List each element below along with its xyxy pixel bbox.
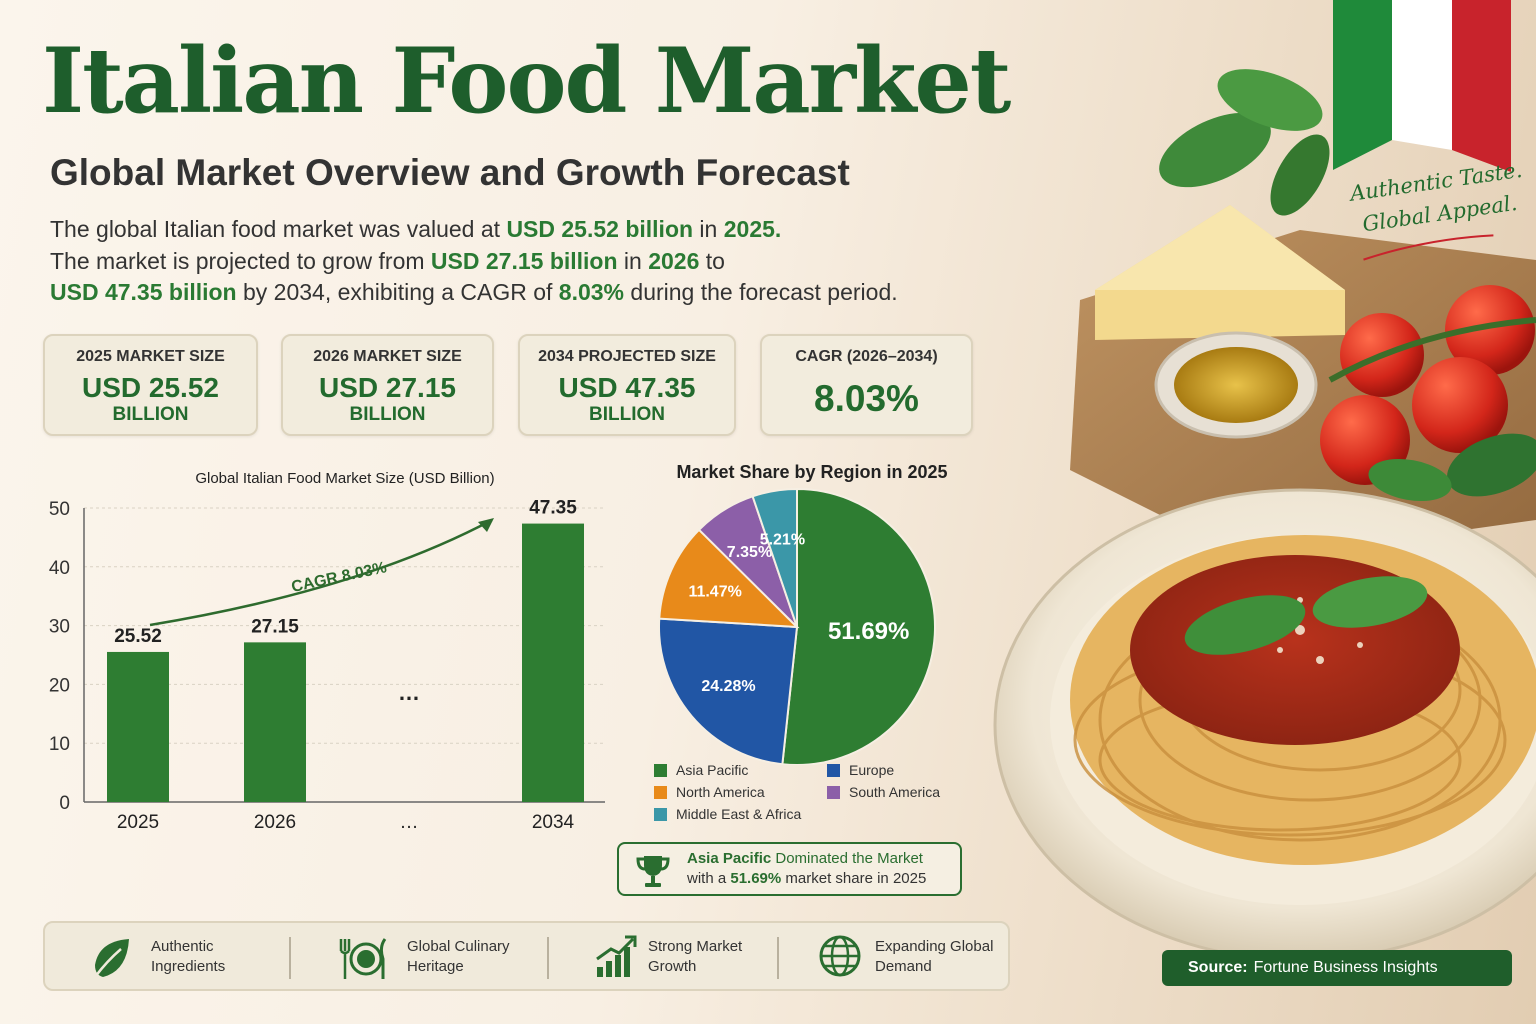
cagr-arrow: [149, 518, 493, 627]
globe-icon: [819, 935, 861, 977]
stat-card-2034: 2034 PROJECTED SIZE USD 47.35 BILLION: [518, 334, 736, 436]
feature-divider: [289, 937, 291, 979]
bar-chart: Global Italian Food Market Size (USD Bil…: [49, 470, 605, 833]
stat-card-value: USD 25.52: [82, 372, 219, 403]
legend-label: Asia Pacific: [676, 762, 749, 778]
leaf-icon: [94, 939, 129, 978]
stat-card-2026: 2026 MARKET SIZE USD 27.15 BILLION: [281, 334, 494, 436]
x-tick-label: 2025: [117, 812, 159, 833]
stat-card-label: 2025 MARKET SIZE: [76, 348, 225, 365]
y-tick-label: 10: [49, 734, 70, 755]
pie-slice-asia-pacific: [781, 487, 936, 765]
x-tick-label: 2034: [532, 812, 575, 833]
y-tick-label: 50: [49, 499, 70, 520]
trophy-icon: [636, 856, 670, 887]
pie-data-label: 51.69%: [828, 618, 909, 645]
bar-2034: [522, 523, 584, 802]
legend-item: North America: [654, 784, 827, 800]
pie-data-label: 7.35%: [727, 544, 772, 561]
x-tick-label: 2026: [254, 812, 296, 833]
source-label: Source:: [1188, 959, 1248, 976]
legend-label: Middle East & Africa: [676, 806, 802, 822]
dominance-line-2: with a 51.69% market share in 2025: [687, 870, 927, 887]
stat-card-label: CAGR (2026–2034): [795, 348, 938, 365]
stat-card-label: 2034 PROJECTED SIZE: [538, 348, 716, 365]
growth-chart-icon: [596, 935, 637, 977]
feature-expanding-global-demand: Expanding Global Demand: [875, 938, 994, 975]
legend-item: Asia Pacific: [654, 762, 827, 778]
bar-data-label: …: [398, 680, 420, 705]
y-tick-label: 40: [49, 558, 70, 579]
source-value: Fortune Business Insights: [1253, 959, 1438, 976]
stat-card-label: 2026 MARKET SIZE: [313, 348, 462, 365]
intro-line-3: USD 47.35 billion by 2034, exhibiting a …: [50, 279, 898, 305]
features-strip: Authentic Ingredients Global Culinary Heri…: [43, 921, 1010, 991]
cagr-arrowhead: [478, 518, 494, 532]
pie-slice-europe: [658, 617, 799, 765]
legend-item: Middle East & Africa: [654, 806, 827, 822]
bar-data-label: 27.15: [251, 616, 299, 637]
stat-card-2025: 2025 MARKET SIZE USD 25.52 BILLION: [43, 334, 258, 436]
plate-cutlery-icon: [339, 938, 387, 979]
bar-data-label: 25.52: [114, 626, 162, 647]
bar-2025: [107, 651, 169, 802]
pie-data-label: 5.21%: [760, 531, 805, 548]
legend-label: Europe: [849, 762, 895, 778]
stat-card-unit: BILLION: [112, 404, 189, 425]
dominance-callout: Asia Pacific Dominated the Market with a…: [617, 842, 962, 896]
stat-card-value: 8.03%: [814, 378, 919, 419]
cagr-annotation: CAGR 8.03%: [290, 559, 388, 596]
y-tick-label: 20: [49, 675, 70, 696]
feature-divider: [777, 937, 779, 979]
bar-data-label: 47.35: [529, 498, 577, 519]
stat-card-unit: BILLION: [349, 404, 426, 425]
feature-global-culinary-heritage: Global Culinary Heritage: [407, 938, 510, 975]
y-tick-label: 0: [59, 793, 70, 814]
stat-card-value: USD 47.35: [558, 372, 696, 403]
legend-label: South America: [849, 784, 941, 800]
source-badge: Source: Fortune Business Insights: [1162, 950, 1512, 986]
tagline-underline: [1363, 234, 1494, 261]
y-tick-label: 30: [49, 617, 70, 638]
feature-authentic-ingredients: Authentic Ingredients: [151, 938, 226, 975]
pie-slice-north-america: [658, 528, 800, 629]
legend-item: Europe: [827, 762, 964, 778]
feature-divider: [547, 937, 549, 979]
legend-swatch: [827, 785, 840, 799]
stat-card-unit: BILLION: [589, 404, 665, 425]
pie-data-label: 24.28%: [701, 678, 755, 695]
intro-line-2: The market is projected to grow from USD…: [50, 248, 725, 274]
legend-item: South America: [827, 784, 964, 800]
bar-2026: [244, 642, 306, 802]
page-title: Italian Food Market: [42, 28, 1011, 134]
tagline: Authentic Taste. Global Appeal.: [1348, 154, 1533, 273]
pie-chart: Market Share by Region in 2025 51.69% 24.2…: [658, 462, 948, 765]
stat-card-value: USD 27.15: [319, 372, 456, 403]
pie-chart-title: Market Share by Region in 2025: [676, 462, 947, 482]
pie-data-label: 11.47%: [688, 583, 741, 600]
feature-strong-market-growth: Strong Market Growth: [648, 938, 743, 975]
legend-label: North America: [676, 784, 765, 800]
legend-swatch: [654, 807, 667, 821]
legend-swatch: [827, 763, 840, 777]
dominance-line-1: Asia Pacific Dominated the Market: [687, 850, 923, 867]
page-subtitle: Global Market Overview and Growth Foreca…: [50, 152, 850, 193]
x-tick-label: …: [400, 812, 419, 833]
intro-line-1: The global Italian food market was value…: [50, 216, 782, 242]
pie-legend: Asia Pacific Europe North America South Ame…: [654, 762, 964, 822]
legend-swatch: [654, 785, 667, 799]
legend-swatch: [654, 763, 667, 777]
stat-card-cagr: CAGR (2026–2034) 8.03%: [760, 334, 973, 436]
pie-slice-middle-east-africa: [751, 487, 798, 628]
bar-chart-title: Global Italian Food Market Size (USD Bil…: [195, 470, 494, 487]
